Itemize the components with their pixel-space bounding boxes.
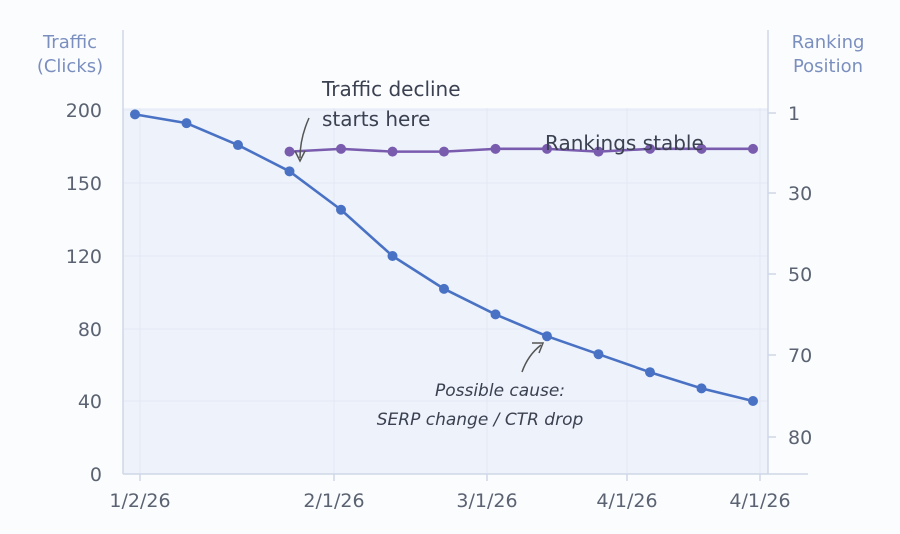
ranking-point <box>336 143 346 154</box>
traffic-point <box>490 309 501 320</box>
ranking-point <box>439 146 449 157</box>
traffic-point <box>696 383 707 394</box>
traffic-point <box>233 140 243 151</box>
ranking-point <box>748 143 758 154</box>
traffic-point <box>336 204 346 215</box>
x-tick-label: 2/1/26 <box>303 490 364 512</box>
left-y-ticks: 200 150 120 80 40 0 <box>66 100 102 486</box>
right-y-tick-label: 80 <box>788 427 812 449</box>
left-y-tick-label: 40 <box>78 391 102 413</box>
traffic-point <box>130 109 140 120</box>
traffic-point <box>439 283 449 294</box>
right-y-tick-label: 1 <box>788 103 800 125</box>
gridlines <box>123 108 768 474</box>
traffic-point <box>181 118 192 129</box>
left-y-tick-label: 0 <box>90 464 102 486</box>
annotation-decline-line2: starts here <box>322 107 430 131</box>
series-layer <box>130 109 758 406</box>
right-y-tick-label: 50 <box>788 264 812 286</box>
right-y-tick-label: 30 <box>788 183 812 205</box>
ranking-point <box>696 143 707 154</box>
left-axis-title-line2: (Clicks) <box>37 56 103 77</box>
ranking-point <box>645 143 655 154</box>
left-y-tick-label: 120 <box>66 246 102 268</box>
ranking-point <box>542 143 552 154</box>
x-ticks: 1/2/26 2/1/26 3/1/26 4/1/26 4/1/26 <box>109 474 791 512</box>
ranking-point <box>387 146 398 157</box>
right-axis-title-line2: Position <box>793 56 863 77</box>
annotation-decline-arrow <box>299 117 310 159</box>
x-tick-label: 4/1/26 <box>596 490 657 512</box>
annotation-cause-arrowhead <box>532 342 545 354</box>
traffic-point <box>387 251 398 261</box>
annotation-cause-line2: SERP change / CTR drop <box>377 410 584 430</box>
left-y-tick-label: 150 <box>66 173 102 195</box>
traffic-point <box>284 166 295 177</box>
annotation-cause-arrow <box>521 344 542 373</box>
right-y-tick-label: 70 <box>788 345 812 367</box>
left-y-tick-label: 80 <box>78 319 102 341</box>
ranking-point <box>593 146 604 157</box>
right-axis-title-line1: Ranking <box>792 32 865 53</box>
left-y-tick-label: 200 <box>66 100 102 122</box>
traffic-point <box>645 367 655 378</box>
x-tick-label: 4/1/26 <box>729 490 790 512</box>
annotation-stable: Rankings stable <box>545 131 704 155</box>
traffic-point <box>593 349 604 360</box>
traffic-point <box>542 331 552 342</box>
traffic-point <box>748 396 758 406</box>
right-y-ticks: 1 30 50 70 80 <box>768 103 812 449</box>
ranking-point <box>284 146 295 157</box>
annotation-cause-line1: Possible cause: <box>435 381 565 401</box>
ranking-point <box>490 143 501 154</box>
annotation-decline-line1: Traffic decline <box>321 77 461 101</box>
ranking-series-line <box>289 147 753 153</box>
annotation-decline-arrowhead <box>294 150 306 163</box>
x-tick-label: 3/1/26 <box>456 490 517 512</box>
left-axis-title-line1: Traffic <box>42 32 97 53</box>
x-tick-label: 1/2/26 <box>109 490 170 512</box>
